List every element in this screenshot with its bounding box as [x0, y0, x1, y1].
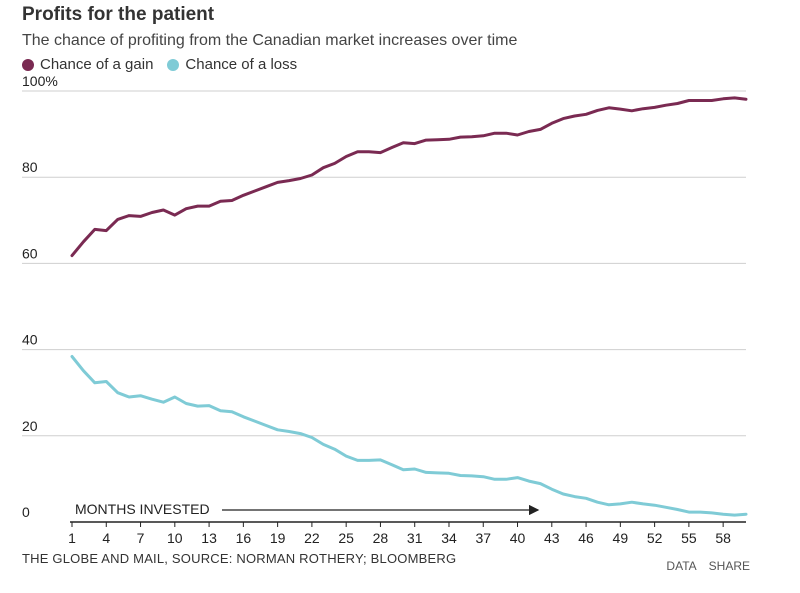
- series-line-chance-of-a-loss: [70, 355, 748, 517]
- y-tick-label: 20: [22, 418, 38, 434]
- x-tick-label: 34: [441, 530, 457, 546]
- chart-legend: Chance of a gain Chance of a loss: [22, 56, 311, 73]
- legend-item-gain[interactable]: Chance of a gain: [22, 56, 153, 73]
- x-tick-label: 28: [373, 530, 389, 546]
- x-tick-label: 1: [68, 530, 76, 546]
- series-line-chance-of-a-gain: [70, 96, 748, 258]
- x-tick-label: 46: [578, 530, 594, 546]
- x-tick-label: 10: [167, 530, 183, 546]
- x-tick-label: 40: [510, 530, 526, 546]
- chart-subtitle: The chance of profiting from the Canadia…: [22, 32, 518, 49]
- x-tick-label: 49: [613, 530, 629, 546]
- x-tick-label: 16: [236, 530, 252, 546]
- legend-loss-swatch-icon: [167, 58, 180, 71]
- y-tick-label: 80: [22, 159, 38, 175]
- x-tick-label: 25: [338, 530, 354, 546]
- y-tick-label: 40: [22, 332, 38, 348]
- x-tick-label: 43: [544, 530, 560, 546]
- legend-gain-swatch-icon: [22, 58, 34, 71]
- x-tick-label: 13: [201, 530, 217, 546]
- x-tick-label: 22: [304, 530, 320, 546]
- y-tick-label: 100%: [22, 73, 58, 89]
- data-link[interactable]: DATA: [666, 559, 697, 573]
- x-tick-label: 55: [681, 530, 697, 546]
- x-tick-label: 7: [137, 530, 145, 546]
- x-tick-label: 58: [715, 530, 731, 546]
- x-tick-label: 19: [270, 530, 286, 546]
- share-link[interactable]: SHARE: [708, 559, 750, 573]
- source-credit: THE GLOBE AND MAIL, SOURCE: NORMAN ROTHE…: [22, 551, 457, 566]
- legend-gain-label: Chance of a gain: [40, 56, 154, 73]
- legend-loss-label: Chance of a loss: [185, 56, 298, 73]
- x-tick-label: 52: [647, 530, 663, 546]
- footer-links: DATA SHARE: [666, 559, 750, 573]
- x-tick-label: 4: [102, 530, 110, 546]
- x-tick-label: 31: [407, 530, 423, 546]
- x-axis-label: MONTHS INVESTED: [75, 501, 210, 517]
- chart-title: Profits for the patient: [22, 4, 215, 25]
- y-tick-label: 60: [22, 245, 38, 261]
- y-tick-label: 0: [22, 504, 30, 520]
- x-tick-label: 37: [475, 530, 491, 546]
- legend-item-loss[interactable]: Chance of a loss: [167, 56, 297, 73]
